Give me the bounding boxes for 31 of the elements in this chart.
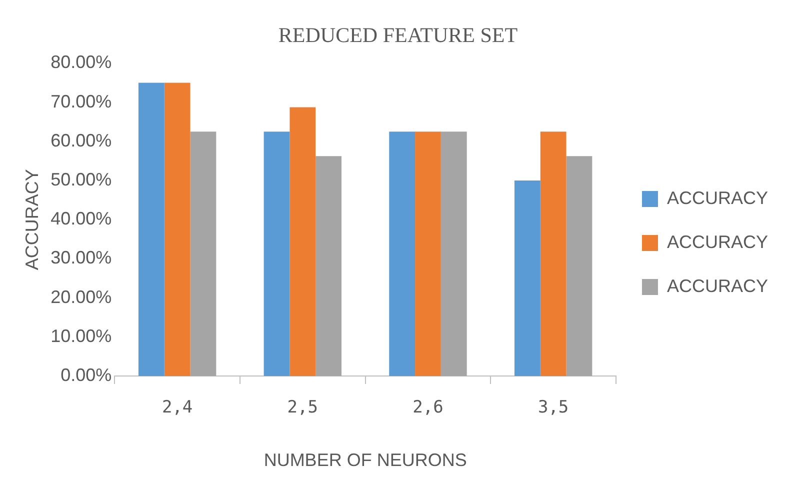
bar: [138, 82, 164, 376]
y-tick-label: 0.00%: [60, 364, 112, 385]
y-tick-label: 20.00%: [50, 286, 112, 307]
legend-label: ACCURACY: [666, 188, 768, 208]
y-tick-label: 80.00%: [50, 52, 112, 72]
bar: [190, 132, 216, 376]
bar: [316, 156, 342, 376]
y-axis-title: ACCURACY: [22, 169, 42, 270]
bar: [264, 132, 290, 376]
bar: [440, 132, 467, 376]
bar: [415, 132, 441, 376]
x-tick-label: 2,4: [162, 398, 193, 418]
chart-title: REDUCED FEATURE SET: [278, 23, 518, 48]
y-tick-label: 50.00%: [50, 169, 112, 190]
y-tick-label: 40.00%: [50, 208, 112, 229]
legend-label: ACCURACY: [666, 232, 768, 252]
bar: [164, 82, 190, 376]
y-tick-label: 70.00%: [50, 91, 112, 112]
bar: [540, 132, 566, 376]
y-tick-label: 60.00%: [50, 130, 112, 150]
x-axis-title: NUMBER OF NEURONS: [264, 450, 467, 470]
bar: [566, 156, 592, 376]
bar: [514, 180, 540, 376]
y-tick-label: 10.00%: [50, 326, 112, 346]
bar: [389, 132, 416, 376]
bar: [290, 107, 316, 376]
x-tick-label: 2,5: [287, 398, 318, 418]
legend-label: ACCURACY: [666, 276, 768, 296]
x-tick-label: 3,5: [538, 398, 569, 418]
y-tick-label: 30.00%: [50, 248, 112, 268]
x-tick-label: 2,6: [412, 398, 444, 418]
